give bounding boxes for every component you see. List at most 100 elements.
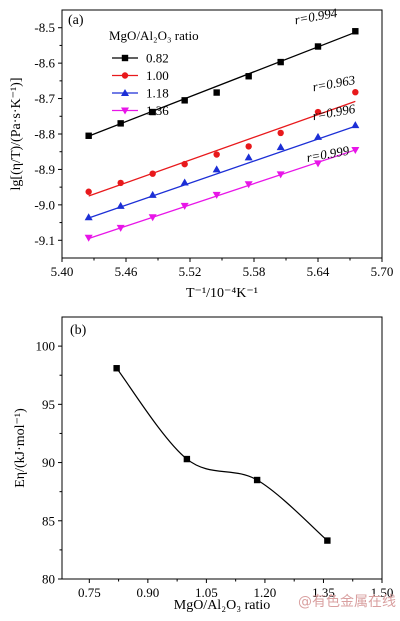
legend-label-1.18: 1.18 <box>146 86 169 101</box>
data-points-b <box>113 365 331 544</box>
r-label-1.00: r=0.963 <box>311 72 357 94</box>
x-tick-label-b: 1.50 <box>371 585 394 600</box>
data-point-1.00 <box>117 179 124 187</box>
smooth-curve-b <box>116 367 328 542</box>
data-point-b <box>324 537 331 544</box>
data-point-0.82 <box>277 58 284 66</box>
y-tick-label-a: -8.7 <box>34 91 55 106</box>
panel-label-b: (b) <box>70 323 87 338</box>
legend-marker-1.36 <box>121 107 129 115</box>
x-tick-label-a: 5.52 <box>179 264 202 279</box>
data-point-1.00 <box>85 188 92 195</box>
y-tick-label-b: 95 <box>42 397 55 412</box>
legend-a: 0.82 1.00 1.18 1.36 <box>112 51 169 118</box>
data-point-1.00 <box>245 143 252 150</box>
legend-label-1.36: 1.36 <box>146 103 169 118</box>
axis-ticks-b: 0.75 0.90 1.05 1.20 1.35 1.50 80 85 90 95 100 <box>36 339 394 600</box>
y-tick-label-a: -9.0 <box>34 197 55 212</box>
data-point-0.82 <box>149 108 156 116</box>
x-tick-label-b: 0.90 <box>136 585 159 600</box>
data-point-b <box>113 365 120 372</box>
x-tick-label-a: 5.58 <box>243 264 266 279</box>
fit-line-0.82 <box>88 31 356 137</box>
x-tick-label-a: 5.40 <box>51 264 74 279</box>
data-point-1.36 <box>84 234 93 242</box>
data-point-1.18 <box>276 143 285 151</box>
y-axis-label-a: lg[(η/T)/(Pa·s·K⁻¹)] <box>9 78 24 191</box>
data-point-0.82 <box>181 97 188 104</box>
data-point-1.18 <box>116 201 125 209</box>
data-point-0.82 <box>314 43 322 50</box>
watermark: @有色金属在线 <box>298 593 396 610</box>
data-point-1.36 <box>276 171 285 179</box>
data-point-1.18 <box>314 132 322 140</box>
y-tick-label-b: 85 <box>42 513 55 528</box>
data-points-a <box>84 28 360 242</box>
data-point-1.00 <box>352 88 359 96</box>
legend-marker-1.18 <box>121 89 129 96</box>
data-point-1.36 <box>244 181 253 189</box>
data-point-1.18 <box>180 178 189 186</box>
r-labels-a: r=0.994 r=0.963 r=0.996 r=0.999 <box>293 5 357 165</box>
data-point-1.36 <box>116 224 125 232</box>
data-point-1.00 <box>314 108 322 116</box>
data-point-1.00 <box>181 160 188 168</box>
x-tick-label-b: 1.35 <box>312 585 335 600</box>
data-point-1.36 <box>314 160 322 168</box>
data-point-1.00 <box>277 129 284 137</box>
legend-label-1.00: 1.00 <box>146 68 169 83</box>
data-point-1.00 <box>213 151 220 158</box>
fit-line-1.18 <box>88 125 356 219</box>
x-tick-label-b: 0.75 <box>78 585 101 600</box>
data-point-1.36 <box>351 146 360 154</box>
data-point-1.18 <box>84 213 93 221</box>
axis-ticks-a: 5.40 5.46 5.52 5.58 5.64 5.70 -8.5 -8.6 -8.7 -8.8… <box>34 20 393 279</box>
data-point-1.00 <box>149 170 156 177</box>
data-point-1.36 <box>148 214 157 222</box>
x-tick-label-b: 1.05 <box>195 585 218 600</box>
fit-line-1.36 <box>88 149 356 240</box>
x-axis-label-a: T⁻¹/10⁻⁴K⁻¹ <box>186 286 258 301</box>
fit-line-1.00 <box>88 100 356 197</box>
x-tick-label-a: 5.46 <box>115 264 138 279</box>
legend-title-a: MgO/Al₂O₃ ratio <box>109 28 199 43</box>
x-tick-label-a: 5.70 <box>371 264 394 279</box>
data-point-1.18 <box>212 165 221 173</box>
data-point-1.18 <box>148 190 157 198</box>
data-point-0.82 <box>352 28 359 35</box>
data-point-0.82 <box>245 73 252 80</box>
data-point-1.36 <box>180 202 189 210</box>
y-tick-label-a: -8.6 <box>34 56 55 71</box>
r-label-1.18: r=0.996 <box>311 101 357 123</box>
data-point-1.18 <box>244 153 253 161</box>
data-point-0.82 <box>85 132 92 139</box>
y-tick-label-b: 80 <box>42 572 55 587</box>
fit-lines-a <box>88 31 356 240</box>
r-label-0.82: r=0.994 <box>293 5 339 27</box>
panel-a: 5.40 5.46 5.52 5.58 5.64 5.70 -8.5 -8.6 -8.7 -8.8… <box>9 5 393 301</box>
y-tick-label-a: -9.1 <box>34 233 55 248</box>
y-tick-label-a: -8.5 <box>34 20 55 35</box>
legend-marker-0.82 <box>121 54 129 62</box>
data-point-1.18 <box>351 121 360 129</box>
data-point-1.36 <box>212 191 221 199</box>
legend-label-0.82: 0.82 <box>146 51 169 66</box>
y-tick-label-a: -8.9 <box>34 162 55 177</box>
y-axis-label-b: Eη/(kJ·mol⁻¹) <box>13 408 28 488</box>
plot-frame-b <box>61 316 383 580</box>
y-tick-label-a: -8.8 <box>34 127 55 142</box>
x-axis-label-b: MgO/Al₂O₃ ratio <box>174 598 270 613</box>
y-tick-label-b: 100 <box>36 339 56 354</box>
y-tick-label-b: 90 <box>42 455 55 470</box>
data-point-b <box>183 455 191 463</box>
data-point-0.82 <box>213 89 220 96</box>
legend-marker-1.00 <box>121 72 129 79</box>
x-tick-label-a: 5.64 <box>307 264 330 279</box>
fit-curve-b <box>116 367 328 542</box>
data-point-0.82 <box>117 120 124 127</box>
x-tick-label-b: 1.20 <box>254 585 277 600</box>
r-label-1.36: r=0.999 <box>305 143 351 165</box>
data-point-b <box>253 476 261 484</box>
